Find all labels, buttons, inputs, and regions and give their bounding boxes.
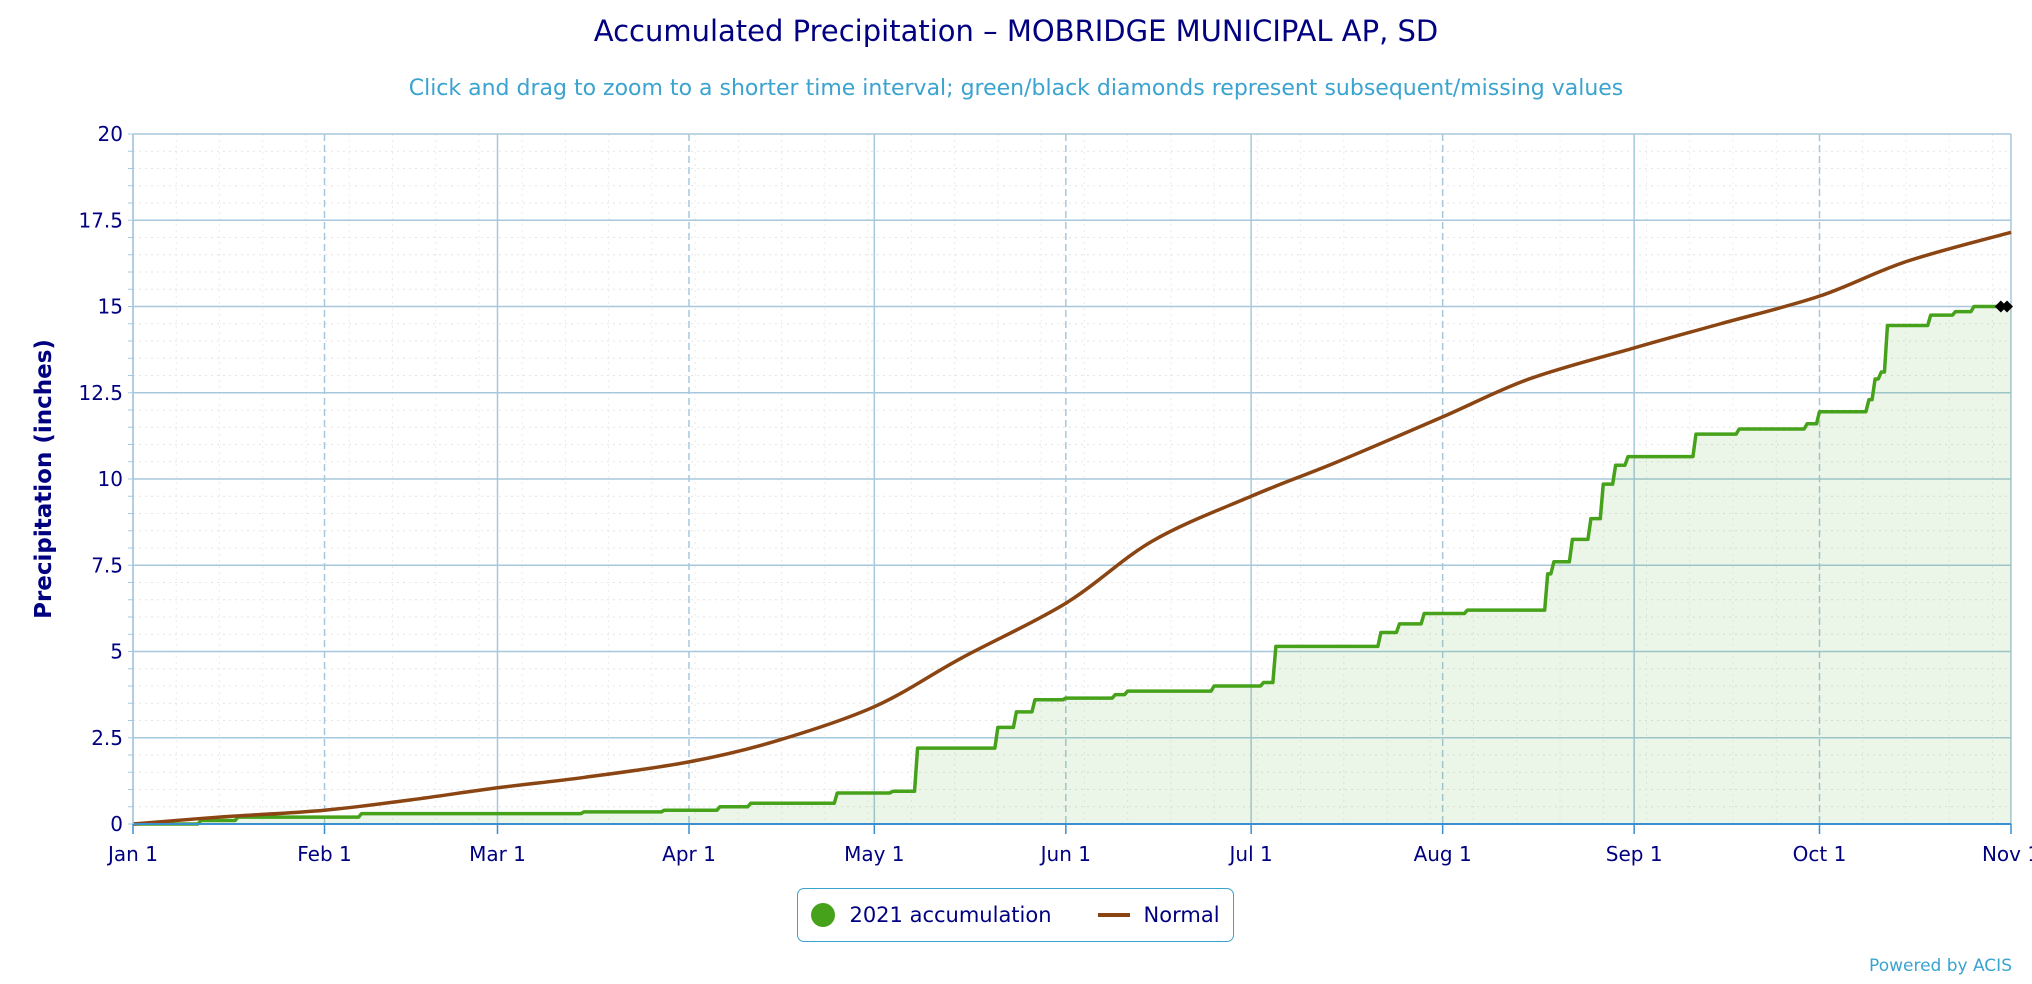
accumulation-area bbox=[133, 306, 2011, 824]
missing-value-diamond bbox=[1994, 300, 2007, 313]
y-tick-label: 5 bbox=[110, 640, 123, 664]
x-tick-label: Feb 1 bbox=[297, 842, 352, 866]
legend-item-2021-accumulation[interactable]: 2021 accumulation bbox=[811, 903, 1052, 927]
y-tick-label: 0 bbox=[110, 812, 123, 836]
minor-grid bbox=[133, 134, 2011, 824]
legend-symbol-normal bbox=[1097, 913, 1130, 917]
legend-item-normal[interactable]: Normal bbox=[1097, 903, 1220, 927]
y-axis-title: Precipitation (inches) bbox=[31, 339, 57, 619]
x-tick-label: Apr 1 bbox=[662, 842, 716, 866]
series-line-normal bbox=[132, 230, 2012, 826]
x-tick-label: Sep 1 bbox=[1606, 842, 1663, 866]
x-tick-label: Jul 1 bbox=[1228, 842, 1273, 866]
x-tick-label: Oct 1 bbox=[1793, 842, 1847, 866]
marker-layer bbox=[1994, 300, 2013, 313]
x-tick-label: Nov 1 bbox=[1982, 842, 2032, 866]
y-tick-label: 17.5 bbox=[78, 208, 123, 232]
x-tick-label: Aug 1 bbox=[1414, 842, 1472, 866]
series-line-2021-accumulation bbox=[133, 304, 2011, 826]
legend-label-2021-accumulation: 2021 accumulation bbox=[849, 903, 1052, 927]
legend-label-normal: Normal bbox=[1143, 903, 1220, 927]
y-tick-label: 10 bbox=[98, 467, 123, 491]
y-tick-label: 20 bbox=[98, 122, 123, 146]
missing-value-diamond bbox=[2001, 300, 2013, 313]
y-tick-label: 15 bbox=[98, 295, 123, 319]
chart-subtitle: Click and drag to zoom to a shorter time… bbox=[408, 76, 1624, 101]
chart-title: Accumulated Precipitation – MOBRIDGE MUN… bbox=[593, 14, 1439, 48]
y-tick-label: 7.5 bbox=[91, 553, 123, 577]
y-tick-label: 12.5 bbox=[78, 381, 123, 405]
x-tick-label: Jan 1 bbox=[106, 842, 158, 866]
legend: 2021 accumulation Normal bbox=[797, 888, 1234, 942]
series-layer bbox=[132, 230, 2012, 826]
x-tick-label: Mar 1 bbox=[469, 842, 526, 866]
x-tick-label: Jun 1 bbox=[1039, 842, 1091, 866]
area-layer bbox=[133, 306, 2011, 824]
y-tick-label: 2.5 bbox=[91, 726, 123, 750]
axis-layer: 0 2.5 5 7.5 10 12.5 15 17.5 20 Jan 1 Feb 1 Mar 1 Apr… bbox=[78, 122, 2032, 866]
legend-symbol-2021-accumulation bbox=[811, 903, 836, 927]
credit-link[interactable]: Powered by ACIS bbox=[1869, 956, 2012, 976]
x-tick-label: May 1 bbox=[844, 842, 904, 866]
